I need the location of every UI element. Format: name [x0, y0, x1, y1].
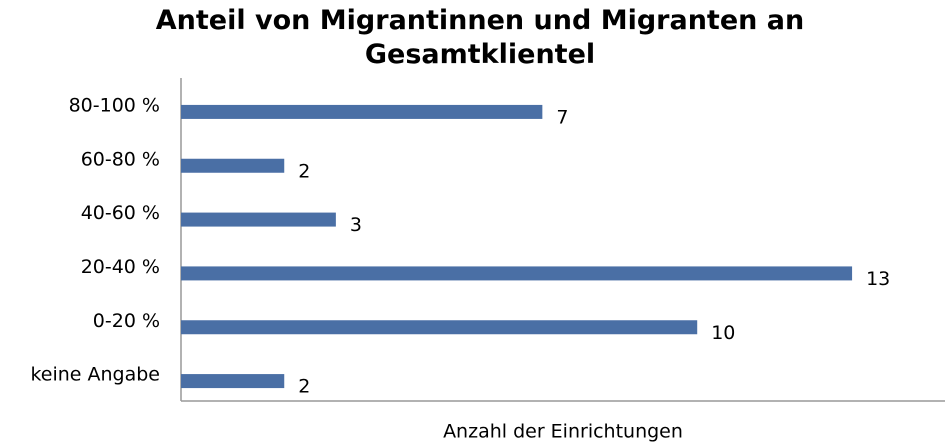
y-tick-label: 60-80 % [81, 148, 160, 170]
bar [181, 266, 853, 281]
data-label: 2 [298, 160, 310, 182]
x-axis-label: Anzahl der Einrichtungen [443, 421, 683, 443]
y-tick-label: 80-100 % [69, 94, 160, 116]
data-label: 3 [350, 214, 362, 236]
bar [181, 374, 285, 389]
data-label: 10 [711, 322, 735, 344]
chart-title: Anteil von Migrantinnen und Migranten an… [155, 5, 805, 70]
bar [181, 320, 698, 335]
bar [181, 104, 543, 119]
y-tick-label: 20-40 % [81, 256, 160, 278]
data-label: 7 [556, 106, 568, 128]
y-tick-label: 40-60 % [81, 202, 160, 224]
bar [181, 158, 285, 173]
y-tick-label: 0-20 % [93, 310, 160, 332]
y-tick-label: keine Angabe [30, 364, 160, 386]
bar [181, 212, 336, 227]
data-label: 2 [298, 376, 310, 398]
data-label: 13 [866, 268, 890, 290]
